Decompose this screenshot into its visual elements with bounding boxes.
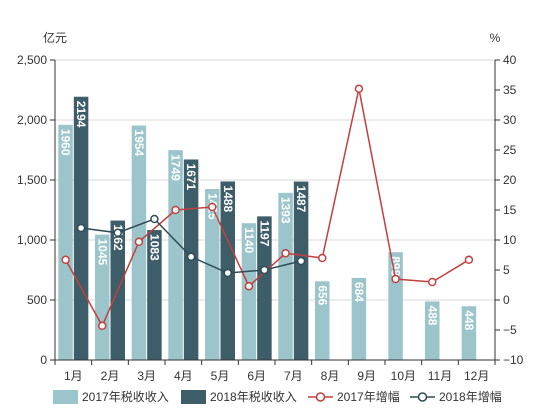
legend-item-series-1[interactable]: 2017年税收收入 bbox=[53, 390, 169, 404]
y-tick-label-right: 5 bbox=[503, 263, 510, 277]
bar-series-1-2 bbox=[95, 234, 110, 360]
bar-series-1-9 bbox=[351, 277, 367, 360]
y-tick-label-right: 20 bbox=[503, 173, 517, 187]
bar-value-label-series-1-3: 1954 bbox=[132, 130, 146, 157]
y-tick-label-left: 2,500 bbox=[17, 53, 47, 67]
bar-series-1-1 bbox=[58, 124, 73, 360]
gridlines bbox=[55, 59, 495, 301]
bar-value-label-series-2-7: 1487 bbox=[294, 186, 308, 213]
x-tick-label: 8月 bbox=[321, 369, 340, 383]
bar-value-label-series-1-7: 1393 bbox=[279, 197, 293, 224]
bar-value-label-series-1-6: 1140 bbox=[242, 227, 256, 253]
bar-value-label-series-1-9: 684 bbox=[352, 282, 366, 302]
y-tick-label-left: 500 bbox=[27, 293, 47, 307]
line-point-series-3-2 bbox=[98, 321, 107, 331]
line-point-series-3-11 bbox=[428, 277, 437, 287]
x-tick-label: 5月 bbox=[211, 369, 230, 383]
bar-series-1-12 bbox=[461, 306, 477, 360]
bar-value-label-series-1-11: 488 bbox=[425, 305, 439, 325]
x-tick-label: 12月 bbox=[464, 369, 489, 383]
y-tick-label-right: 10 bbox=[503, 233, 517, 247]
line-point-series-3-7 bbox=[281, 248, 290, 258]
line-point-series-4-1 bbox=[76, 223, 86, 233]
line-point-series-3-3 bbox=[134, 237, 144, 247]
y-tick-label-left: 0 bbox=[40, 353, 47, 367]
y-tick-label-left: 1,000 bbox=[17, 233, 47, 247]
x-tick-label: 6月 bbox=[247, 369, 266, 383]
y-tick-label-right: 0 bbox=[503, 293, 510, 307]
y-tick-label-right: −10 bbox=[503, 353, 524, 367]
x-tick-label: 2月 bbox=[101, 369, 120, 383]
legend-label: 2018年税收收入 bbox=[210, 390, 297, 404]
legend-item-series-2[interactable]: 2018年税收收入 bbox=[181, 390, 297, 404]
x-tick-label: 10月 bbox=[391, 369, 416, 383]
bar-value-label-series-2-3: 1083 bbox=[147, 234, 161, 261]
bar-value-label-series-1-1: 1960 bbox=[59, 129, 73, 156]
line-point-series-4-4 bbox=[186, 252, 196, 262]
bar-value-label-series-2-1: 2194 bbox=[74, 101, 88, 128]
legend-swatch bbox=[53, 390, 78, 404]
bar-value-label-series-2-4: 1671 bbox=[184, 163, 198, 190]
bar-value-label-series-1-12: 448 bbox=[462, 310, 476, 330]
legend-marker-swatch bbox=[315, 392, 326, 402]
x-tick-label: 1月 bbox=[64, 369, 83, 383]
y-tick-label-right: 40 bbox=[503, 53, 517, 67]
axes: 0 500 1,000 1,500 2,000 2,500 −10 −5 0 5 10 15 20 25 3… bbox=[17, 30, 524, 383]
legend-label: 2017年税收收入 bbox=[82, 390, 169, 404]
y-tick-label-left: 1,500 bbox=[17, 173, 47, 187]
line-point-series-3-4 bbox=[171, 205, 180, 215]
line-point-series-4-5 bbox=[223, 268, 232, 278]
y-tick-label-right: 35 bbox=[503, 83, 517, 97]
growth-lines bbox=[61, 84, 474, 331]
y-tick-label-left: 2,000 bbox=[17, 113, 47, 127]
x-tick-label: 3月 bbox=[137, 369, 156, 383]
y-tick-label-right: 25 bbox=[503, 143, 517, 157]
x-tick-label: 7月 bbox=[284, 369, 303, 383]
bar-series-2-3 bbox=[147, 230, 162, 360]
legend-item-series-4[interactable]: 2018年增幅 bbox=[410, 389, 502, 404]
bar-value-label-series-1-10: 898 bbox=[389, 256, 403, 276]
y-tick-label-right: 30 bbox=[503, 113, 517, 127]
line-point-series-3-9 bbox=[354, 84, 364, 94]
bar-value-label-series-2-6: 1197 bbox=[257, 220, 271, 246]
bar-series-2-6 bbox=[257, 216, 272, 360]
bar-value-label-series-1-2: 1045 bbox=[95, 239, 109, 266]
line-point-series-3-5 bbox=[208, 202, 217, 212]
legend-label: 2017年增幅 bbox=[337, 389, 400, 404]
line-point-series-4-6 bbox=[260, 265, 269, 275]
y-axis-left-unit: 亿元 bbox=[43, 30, 67, 45]
line-point-series-3-6 bbox=[244, 281, 254, 291]
bar-series-1-8 bbox=[315, 281, 330, 360]
y-axis-right-unit: % bbox=[490, 31, 501, 45]
legend-marker-swatch bbox=[417, 392, 428, 402]
bar-series-2-7 bbox=[293, 181, 309, 360]
bar-value-label-series-1-8: 656 bbox=[315, 285, 329, 305]
legend: 2017年税收收入 2018年税收收入 2017年增幅 2018年增幅 bbox=[53, 389, 502, 404]
line-point-series-3-10 bbox=[391, 274, 400, 284]
legend-swatch bbox=[181, 390, 206, 404]
x-tick-label: 11月 bbox=[428, 369, 452, 383]
bar-series-1-11 bbox=[425, 301, 440, 360]
legend-label: 2018年增幅 bbox=[439, 389, 502, 404]
line-point-series-4-2 bbox=[113, 228, 122, 238]
legend-item-series-3[interactable]: 2017年增幅 bbox=[308, 389, 400, 404]
x-tick-label: 4月 bbox=[174, 369, 193, 383]
bar-value-label-series-2-2: 1162 bbox=[111, 225, 125, 251]
line-point-series-3-12 bbox=[464, 255, 474, 265]
line-point-series-3-1 bbox=[61, 255, 70, 265]
bar-value-label-series-1-4: 1749 bbox=[169, 154, 183, 181]
bar-series-1-4 bbox=[168, 150, 183, 360]
y-tick-label-right: −5 bbox=[503, 323, 517, 337]
bar-series-1-5 bbox=[205, 189, 220, 360]
bar-value-label-series-2-5: 1488 bbox=[221, 185, 235, 212]
x-tick-label: 9月 bbox=[357, 369, 376, 383]
line-point-series-3-8 bbox=[318, 253, 327, 263]
y-tick-label-right: 15 bbox=[503, 203, 517, 217]
bar-series-1-7 bbox=[278, 192, 293, 360]
line-point-series-4-3 bbox=[150, 214, 159, 224]
line-point-series-4-7 bbox=[296, 256, 306, 266]
bar-series-1-6 bbox=[241, 223, 257, 360]
